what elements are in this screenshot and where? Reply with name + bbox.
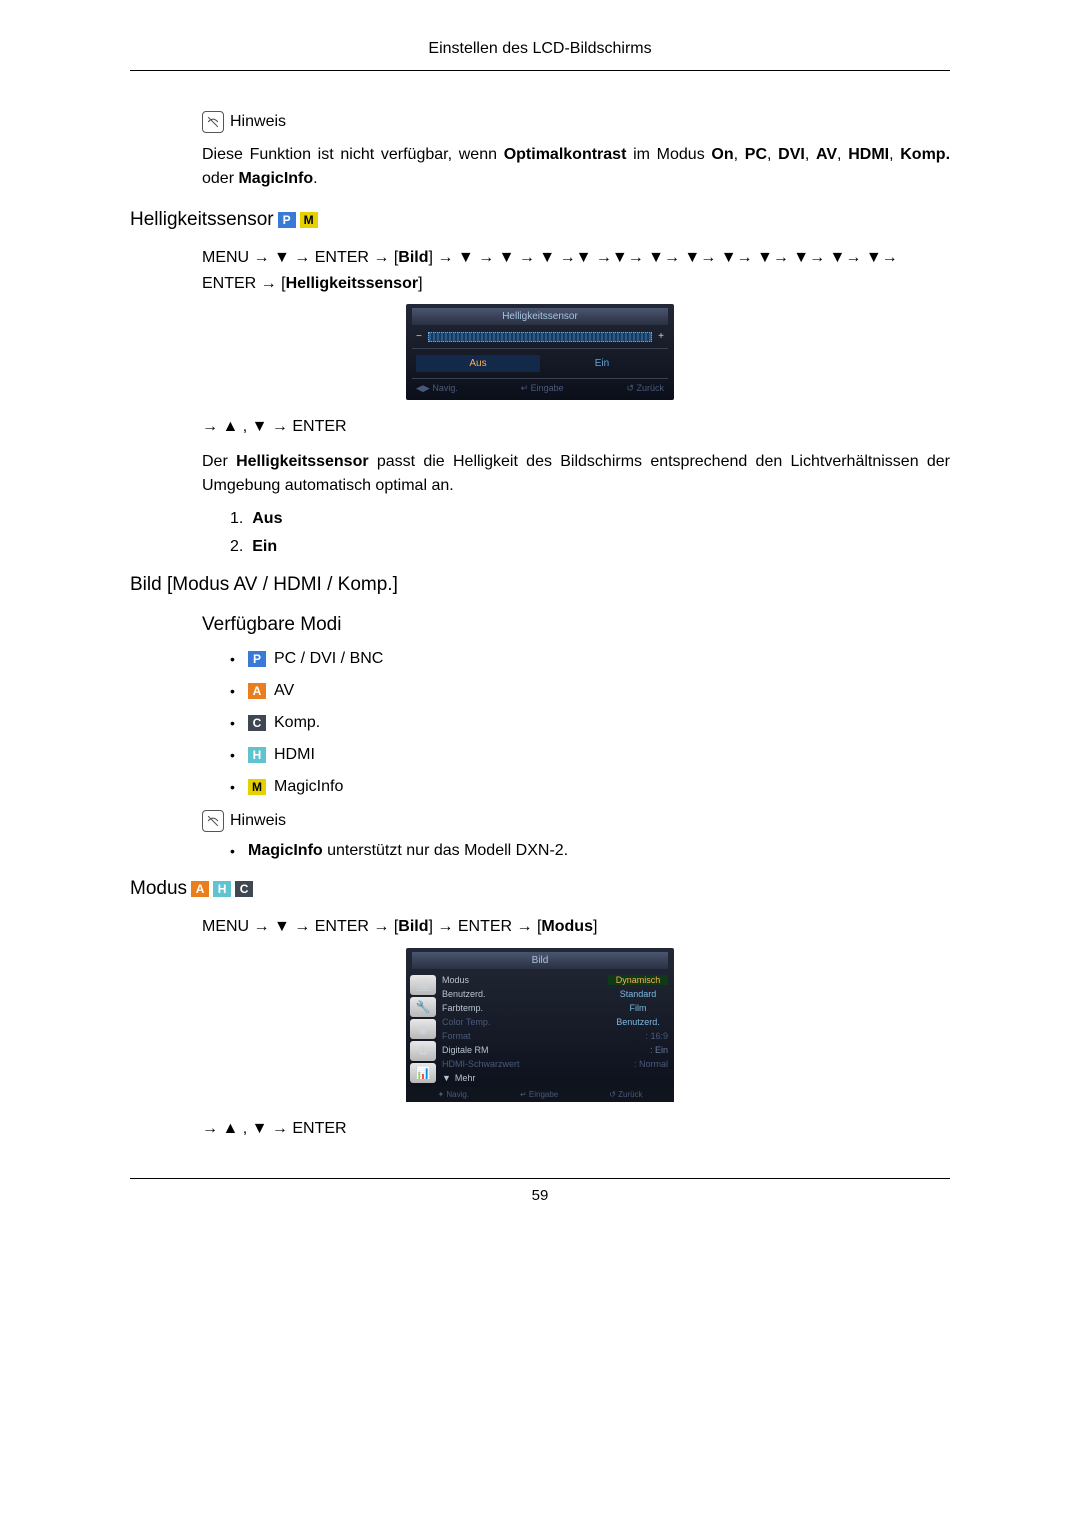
osd2-enter: ↵ Eingabe (520, 1090, 558, 1099)
section-title: Modus (130, 878, 187, 900)
note-body-1: Diese Funktion ist nicht verfügbar, wenn… (202, 143, 950, 191)
badge-p-icon: P (278, 212, 296, 228)
menu-path-2: MENU → ▼ → ENTER → [Bild] → ENTER → [Mod… (202, 914, 950, 940)
plus-icon[interactable]: + (658, 331, 664, 342)
osd-bild: Bild 🖼 🔧 ◉ ✿ 📊 ModusDynamisch Benutzerd.… (406, 948, 674, 1102)
osd2-row[interactable]: Digitale RM: Ein (442, 1043, 668, 1057)
osd2-more[interactable]: ▼Mehr (442, 1071, 668, 1087)
chevron-down-icon: ▼ (442, 1073, 451, 1083)
osd1-slider[interactable]: − + (412, 329, 668, 349)
mode-magicinfo: •MMagicInfo (230, 778, 950, 796)
note-magicinfo: •MagicInfo unterstützt nur das Modell DX… (230, 842, 950, 860)
osd-helligkeitssensor: Helligkeitssensor − + Aus Ein ◀▶ Navig. … (406, 304, 674, 400)
opt-1: 1. Aus (230, 510, 950, 528)
after-enter-1: → ▲ , ▼ → ENTER (202, 418, 950, 436)
badge-c-icon: C (248, 715, 266, 731)
osd2-row[interactable]: Farbtemp.Film (442, 1001, 668, 1015)
page-footer: 59 (130, 1178, 950, 1204)
note-icon (202, 111, 224, 133)
opt-2: 2. Ein (230, 538, 950, 556)
note-hinweis-2: Hinweis (202, 810, 950, 832)
note-hinweis-1: Hinweis (202, 111, 950, 133)
osd1-btn-aus[interactable]: Aus (416, 355, 540, 372)
osd2-icon[interactable]: 🔧 (410, 997, 436, 1017)
osd1-title: Helligkeitssensor (412, 308, 668, 325)
badge-p-icon: P (248, 651, 266, 667)
minus-icon[interactable]: − (416, 331, 422, 342)
section-bild-modus: Bild [Modus AV / HDMI / Komp.] (130, 574, 950, 596)
mode-av: •AAV (230, 682, 950, 700)
menu-path-1: MENU → ▼ → ENTER → [Bild] → ▼ → ▼ → ▼ →▼… (202, 245, 950, 296)
osd2-icon[interactable]: ◉ (410, 1019, 436, 1039)
osd2-row[interactable]: Benutzerd.Standard (442, 987, 668, 1001)
badge-m-icon: M (300, 212, 318, 228)
osd2-row: Color Temp.Benutzerd. (442, 1015, 668, 1029)
section-modus: Modus A H C (130, 878, 950, 900)
note-label: Hinweis (230, 113, 286, 131)
slider-track[interactable] (428, 332, 652, 342)
section-title: Helligkeitssensor (130, 209, 274, 231)
after-enter-2: → ▲ , ▼ → ENTER (202, 1120, 950, 1138)
osd2-nav: ✦ Navig. (437, 1090, 469, 1099)
osd2-row: Format: 16:9 (442, 1029, 668, 1043)
badge-m-icon: M (248, 779, 266, 795)
page-header: Einstellen des LCD-Bildschirms (130, 40, 950, 71)
page-number: 59 (532, 1187, 549, 1204)
osd2-icon-col: 🖼 🔧 ◉ ✿ 📊 (406, 973, 442, 1087)
osd2-icon[interactable]: ✿ (410, 1041, 436, 1061)
osd2-title: Bild (412, 952, 668, 969)
available-modes-list: •PPC / DVI / BNC •AAV •CKomp. •HHDMI •MM… (230, 650, 950, 796)
mode-hdmi: •HHDMI (230, 746, 950, 764)
sensor-desc: Der Helligkeitssensor passt die Helligke… (202, 450, 950, 498)
osd2-back: ↺ Zurück (609, 1090, 642, 1099)
osd2-icon[interactable]: 🖼 (410, 975, 436, 995)
osd2-settings: ModusDynamisch Benutzerd.Standard Farbte… (442, 973, 674, 1087)
osd2-icon[interactable]: 📊 (410, 1063, 436, 1083)
badge-h-icon: H (248, 747, 266, 763)
osd2-row: HDMI-Schwarzwert: Normal (442, 1057, 668, 1071)
options-list: 1. Aus 2. Ein (230, 510, 950, 556)
badge-a-icon: A (191, 881, 209, 897)
osd2-row[interactable]: ModusDynamisch (442, 973, 668, 987)
badge-h-icon: H (213, 881, 231, 897)
subsection-modi: Verfügbare Modi (202, 614, 950, 636)
osd1-enter: ↵ Eingabe (521, 383, 564, 394)
badge-a-icon: A (248, 683, 266, 699)
osd1-back: ↺ Zurück (626, 383, 664, 394)
osd1-nav: ◀▶ Navig. (416, 383, 458, 394)
mode-pc: •PPC / DVI / BNC (230, 650, 950, 668)
note-icon (202, 810, 224, 832)
section-helligkeitssensor: Helligkeitssensor P M (130, 209, 950, 231)
badge-c-icon: C (235, 881, 253, 897)
osd1-btn-ein[interactable]: Ein (540, 355, 664, 372)
mode-komp: •CKomp. (230, 714, 950, 732)
note-label: Hinweis (230, 812, 286, 830)
